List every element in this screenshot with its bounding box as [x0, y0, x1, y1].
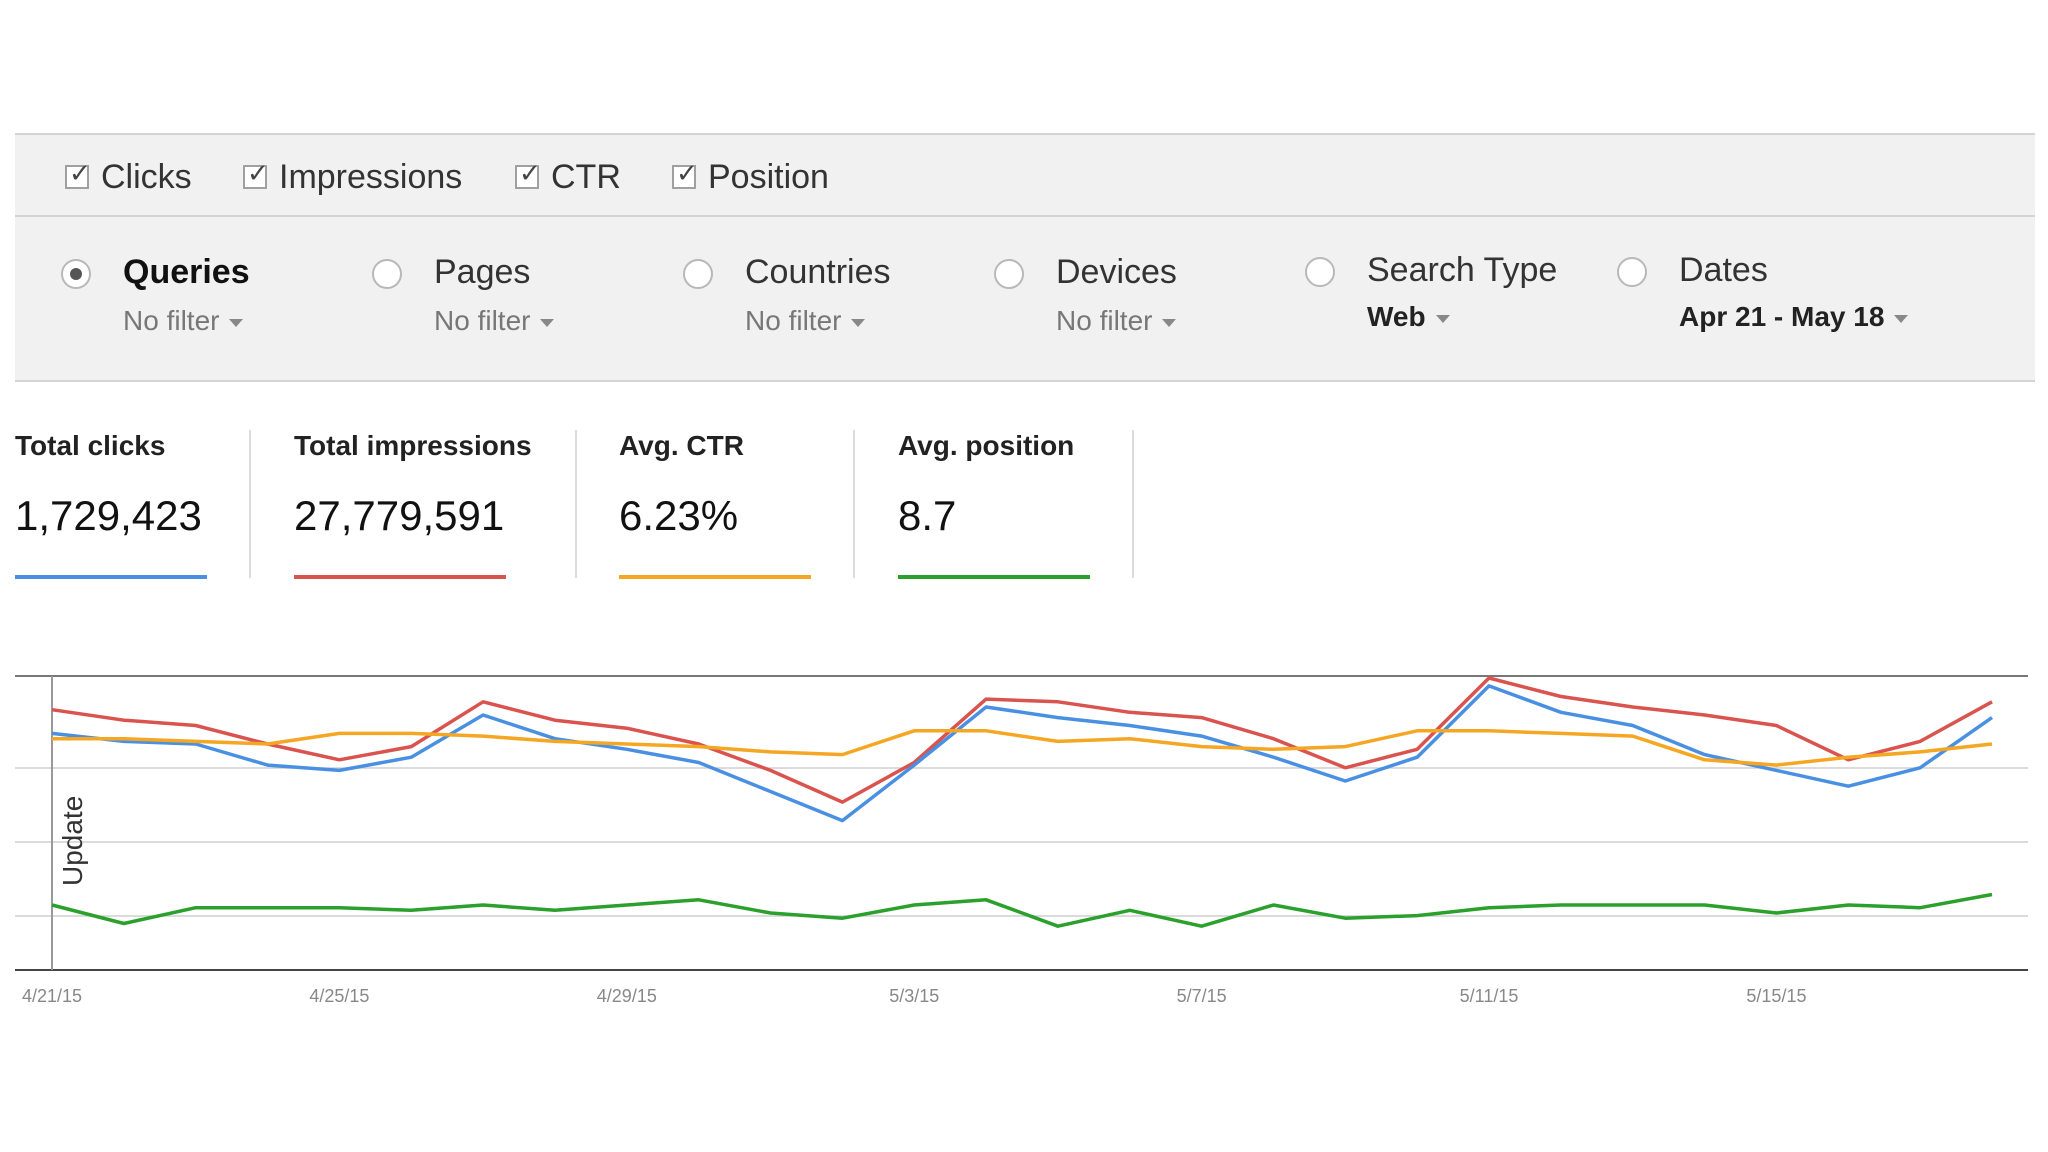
x-tick-label: 4/21/15	[22, 986, 82, 1006]
search-type-label: Search Type	[1367, 251, 1558, 289]
countries-radio[interactable]	[683, 259, 713, 289]
devices-filter-value: No filter	[1056, 305, 1153, 336]
card-value: 1,729,423	[15, 492, 202, 539]
checkmark-icon: ✓	[676, 159, 698, 189]
clicks-label: Clicks	[101, 157, 192, 196]
dates-label: Dates	[1679, 251, 1768, 289]
search-type-filter-dropdown[interactable]: Web	[1367, 301, 1450, 333]
ctr-checkbox[interactable]: ✓	[515, 161, 541, 189]
card-title: Avg. CTR	[619, 430, 744, 461]
countries-label: Countries	[745, 253, 891, 291]
impressions-label: Impressions	[279, 157, 463, 196]
x-tick-label: 5/7/15	[1177, 986, 1227, 1006]
card-color-line	[619, 575, 811, 579]
queries-filter-value: No filter	[123, 305, 220, 336]
position-label: Position	[708, 157, 829, 196]
pages-radio[interactable]	[372, 259, 402, 289]
card-title: Avg. position	[898, 430, 1075, 461]
devices-filter-dropdown[interactable]: No filter	[1056, 305, 1177, 337]
card-value: 8.7	[898, 492, 957, 539]
x-tick-label: 4/29/15	[597, 986, 657, 1006]
total-clicks-card[interactable]: Total clicks 1,729,423	[15, 430, 207, 580]
avg-position-card[interactable]: Avg. position 8.7	[898, 430, 1090, 580]
devices-radio[interactable]	[994, 259, 1024, 289]
card-title: Total clicks	[15, 430, 166, 461]
queries-filter-dropdown[interactable]: No filter	[123, 305, 244, 337]
dates-filter-value: Apr 21 - May 18	[1679, 301, 1885, 332]
ctr-toggle[interactable]: ✓ CTR	[515, 157, 621, 197]
caret-down-icon	[1894, 314, 1909, 323]
card-divider	[575, 430, 577, 578]
countries-filter-value: No filter	[745, 305, 842, 336]
pages-filter-value: No filter	[434, 305, 531, 336]
total-impressions-card[interactable]: Total impressions 27,779,591	[294, 430, 532, 580]
card-value: 6.23%	[619, 492, 739, 539]
card-value: 27,779,591	[294, 492, 505, 539]
clicks-checkbox[interactable]: ✓	[65, 161, 91, 189]
x-tick-label: 5/11/15	[1460, 986, 1519, 1006]
search-type-filter-value: Web	[1367, 301, 1426, 332]
checkmark-icon: ✓	[519, 159, 541, 189]
avg-ctr-card[interactable]: Avg. CTR 6.23%	[619, 430, 811, 580]
checkmark-icon: ✓	[247, 159, 269, 189]
caret-down-icon	[1435, 314, 1450, 323]
caret-down-icon	[1162, 318, 1177, 327]
card-divider	[249, 430, 251, 578]
ctr-label: CTR	[551, 157, 621, 196]
card-divider	[853, 430, 855, 578]
pages-label: Pages	[434, 253, 531, 291]
x-tick-label: 5/3/15	[889, 986, 939, 1006]
series-line-3	[51, 892, 1993, 928]
countries-filter-dropdown[interactable]: No filter	[745, 305, 866, 337]
checkmark-icon: ✓	[69, 159, 91, 189]
card-divider	[1132, 430, 1134, 578]
dates-radio[interactable]	[1617, 257, 1647, 287]
series-line-2	[52, 729, 1993, 767]
x-tick-label: 5/15/15	[1746, 986, 1806, 1006]
caret-down-icon	[851, 318, 866, 327]
dates-filter-dropdown[interactable]: Apr 21 - May 18	[1679, 301, 1909, 333]
card-color-line	[15, 575, 207, 579]
queries-label: Queries	[123, 253, 250, 291]
clicks-toggle[interactable]: ✓ Clicks	[65, 157, 192, 197]
position-checkbox[interactable]: ✓	[672, 161, 698, 189]
metric-toggle-bar: ✓ Clicks ✓ Impressions ✓ CTR ✓ Position	[15, 133, 2035, 217]
devices-label: Devices	[1056, 253, 1177, 291]
caret-down-icon	[229, 318, 244, 327]
series-line-0	[51, 676, 1993, 804]
caret-down-icon	[540, 318, 555, 327]
x-tick-label: 4/25/15	[309, 986, 369, 1006]
card-color-line	[898, 575, 1090, 579]
queries-radio[interactable]	[61, 259, 91, 289]
series-line-1	[51, 684, 1994, 823]
impressions-checkbox[interactable]: ✓	[243, 161, 269, 189]
impressions-toggle[interactable]: ✓ Impressions	[243, 157, 462, 197]
position-toggle[interactable]: ✓ Position	[672, 157, 829, 197]
search-type-radio[interactable]	[1305, 257, 1335, 287]
pages-filter-dropdown[interactable]: No filter	[434, 305, 555, 337]
dimension-filter-bar: Queries No filter Pages No filter Countr…	[15, 217, 2035, 382]
card-title: Total impressions	[294, 430, 532, 461]
card-color-line	[294, 575, 506, 579]
performance-line-chart: Update 4/21/15 4/25/15 4/29/15 5/3/15 5/7/15 5…	[15, 675, 2028, 1006]
annotation-label: Update	[57, 796, 88, 886]
